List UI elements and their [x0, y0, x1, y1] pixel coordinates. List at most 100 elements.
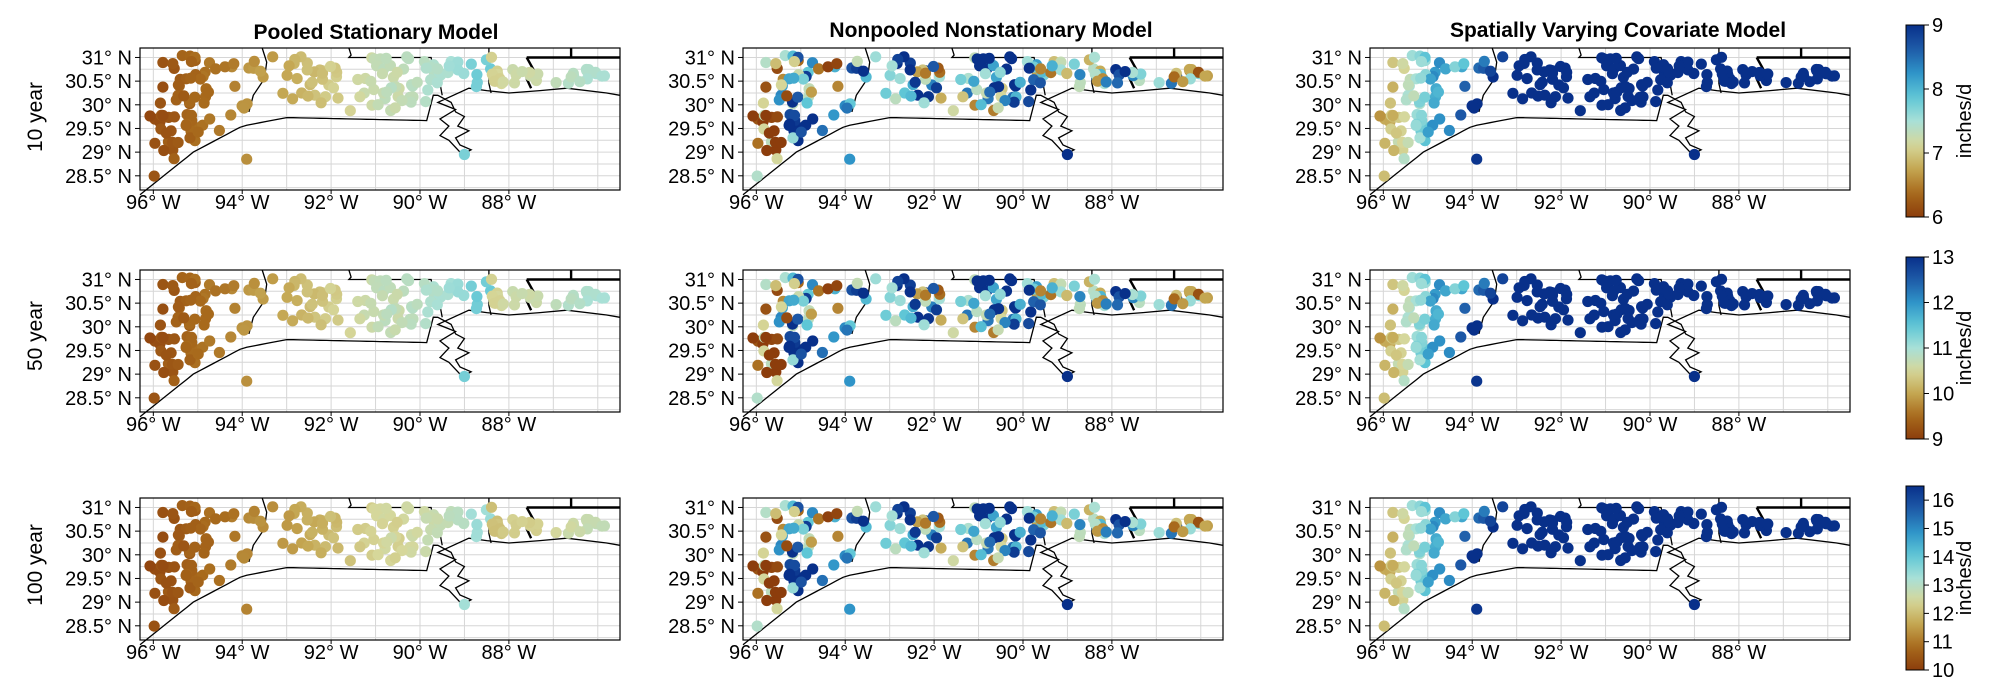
panel-frame: [139, 269, 621, 413]
station-point: [192, 348, 204, 360]
station-point: [420, 318, 432, 330]
station-point: [807, 113, 819, 125]
lon-tick-label: 88° W: [1085, 192, 1140, 214]
station-point: [315, 319, 327, 331]
station-point: [904, 514, 916, 526]
station-point: [788, 109, 801, 121]
station-point: [1738, 299, 1751, 311]
station-point: [886, 60, 898, 72]
station-point: [816, 574, 829, 587]
station-point: [422, 306, 434, 318]
station-point: [354, 91, 366, 103]
station-point: [1606, 518, 1618, 530]
station-point: [1635, 96, 1647, 108]
station-point: [168, 111, 180, 123]
station-point: [565, 71, 577, 83]
station-point: [324, 510, 337, 523]
station-point: [167, 280, 179, 292]
lat-tick-label: 29.5° N: [668, 568, 735, 590]
station-point: [168, 603, 180, 615]
station-point: [771, 375, 783, 387]
station-point: [376, 290, 388, 302]
lat-tick-label: 30.5° N: [668, 71, 735, 93]
station-point: [760, 506, 772, 519]
station-point: [760, 531, 772, 543]
station-point: [1004, 501, 1016, 513]
lat-tick-label: 28.5° N: [65, 616, 132, 638]
station-point: [984, 536, 996, 548]
station-point: [1810, 285, 1822, 298]
station-point: [185, 522, 197, 534]
station-point: [1641, 298, 1653, 310]
station-point: [452, 506, 464, 518]
station-point: [154, 97, 166, 109]
station-point: [751, 620, 763, 632]
station-point: [1531, 514, 1543, 526]
station-point: [1397, 58, 1409, 70]
station-point: [757, 547, 770, 559]
station-point: [420, 96, 432, 108]
station-point: [1468, 552, 1480, 564]
lat-tick-label: 30° N: [1312, 95, 1362, 117]
station-point: [1068, 280, 1080, 292]
station-point: [1695, 280, 1707, 292]
station-point: [905, 540, 917, 552]
station-point: [172, 136, 184, 149]
station-point: [805, 86, 818, 98]
station-point: [354, 313, 366, 325]
station-point: [1091, 75, 1104, 87]
colorbar: 10 11 12 13 14 15 16 inches/d: [1905, 485, 1976, 682]
station-point: [1562, 542, 1574, 554]
station-point: [1810, 63, 1822, 76]
col-title-nonpooled: Nonpooled Nonstationary Model: [829, 19, 1152, 42]
station-point: [396, 95, 408, 107]
station-point: [1397, 507, 1409, 520]
station-point: [389, 102, 401, 114]
station-point: [381, 86, 393, 98]
station-point: [1795, 521, 1807, 533]
station-point: [1517, 315, 1529, 327]
colorbar-tick-label: 16: [1932, 490, 1954, 512]
station-point: [1034, 527, 1046, 539]
station-point: [291, 523, 303, 535]
station-point: [801, 547, 813, 559]
station-point: [352, 523, 364, 536]
station-point: [1199, 70, 1211, 82]
station-point: [1419, 313, 1431, 325]
station-point: [983, 502, 995, 514]
station-point: [1695, 58, 1707, 70]
station-point: [832, 302, 844, 314]
station-point: [904, 64, 916, 76]
station-point: [1398, 603, 1410, 615]
coastline: [1369, 537, 1851, 646]
station-point: [229, 80, 241, 92]
station-point: [1402, 136, 1414, 149]
station-point: [352, 295, 364, 308]
station-point: [1635, 318, 1647, 330]
station-point: [747, 560, 759, 572]
station-point: [238, 102, 250, 114]
station-point: [1414, 582, 1426, 594]
station-point: [983, 52, 995, 64]
station-point: [1388, 594, 1400, 607]
station-point: [365, 297, 377, 309]
station-point: [1088, 273, 1101, 285]
station-point: [1507, 309, 1519, 321]
station-point: [389, 552, 401, 564]
station-point: [516, 288, 528, 300]
station-point: [1415, 109, 1428, 121]
row-title-50yr: 50 year: [24, 301, 47, 371]
station-point: [1652, 306, 1664, 318]
station-point: [1428, 97, 1440, 109]
lat-tick-label: 29.5° N: [1295, 340, 1362, 362]
station-point: [1068, 58, 1080, 70]
colorbar-tick-label: 6: [1932, 207, 1943, 229]
station-point: [1701, 291, 1713, 303]
station-point: [788, 559, 801, 572]
station-point: [204, 113, 216, 125]
station-point: [904, 286, 916, 298]
station-point: [1408, 312, 1420, 324]
lat-tick-label: 30° N: [82, 545, 132, 567]
station-point: [185, 278, 197, 290]
station-point: [1046, 60, 1058, 72]
